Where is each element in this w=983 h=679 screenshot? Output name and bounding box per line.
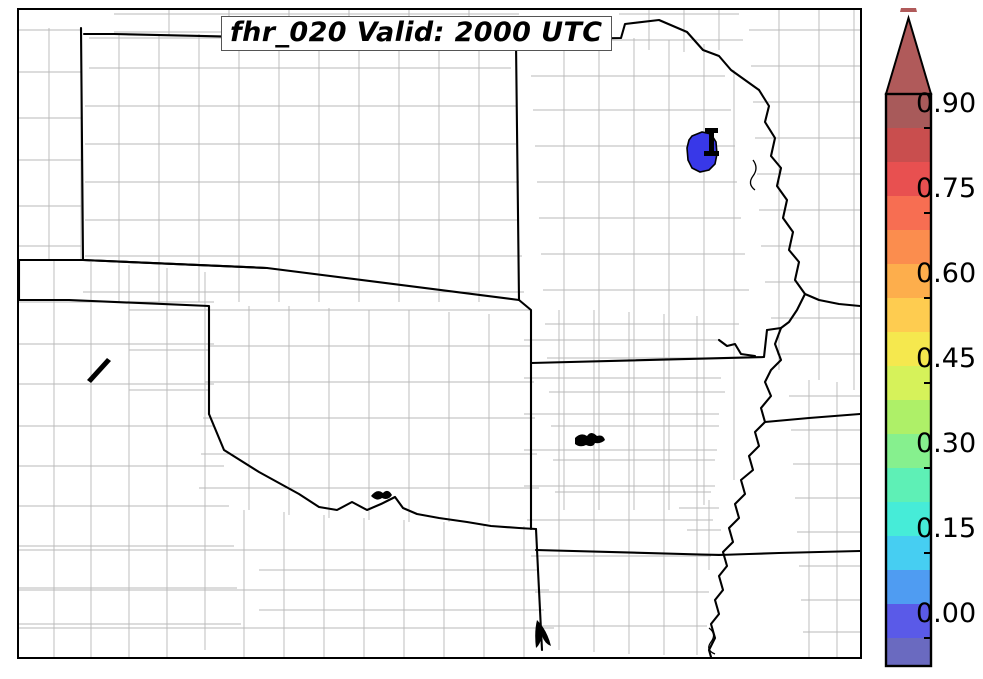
page-title: fhr_020 Valid: 2000 UTC bbox=[221, 16, 612, 52]
observation-marker-texas-louisiana[interactable] bbox=[535, 620, 551, 648]
colorbar-tick-label-1: 0.75 bbox=[916, 173, 977, 204]
observation-marker-south-missouri[interactable] bbox=[575, 433, 605, 447]
probability-features[interactable] bbox=[87, 128, 719, 648]
county-lines bbox=[19, 10, 860, 657]
colorbar-tick-label-2: 0.60 bbox=[916, 258, 977, 289]
colorbar-tick-label-3: 0.45 bbox=[916, 343, 977, 374]
observation-marker-texas-panhandle[interactable] bbox=[87, 358, 111, 383]
colorbar-tick-label-0: 0.90 bbox=[916, 88, 977, 119]
colorbar-tick-label-4: 0.30 bbox=[916, 428, 977, 459]
colorbar-svg[interactable] bbox=[878, 8, 983, 668]
colorbar[interactable]: 0.90 0.75 0.60 0.45 0.30 0.15 0.00 bbox=[878, 8, 983, 668]
observation-marker-northeast-missouri[interactable] bbox=[704, 128, 719, 156]
colorbar-extend-arrow bbox=[884, 14, 933, 95]
state-boundaries bbox=[19, 18, 860, 657]
colorbar-extend-triangle bbox=[900, 8, 917, 12]
observation-marker-red-river[interactable] bbox=[371, 490, 392, 500]
colorbar-tick-label-5: 0.15 bbox=[916, 513, 977, 544]
map-panel[interactable]: fhr_020 Valid: 2000 UTC bbox=[17, 8, 862, 659]
colorbar-segments bbox=[886, 94, 931, 666]
colorbar-ticks bbox=[924, 127, 931, 639]
colorbar-outline bbox=[884, 92, 933, 668]
map-svg bbox=[19, 10, 860, 657]
river-detail bbox=[708, 159, 757, 655]
colorbar-tick-label-6: 0.00 bbox=[916, 598, 977, 629]
